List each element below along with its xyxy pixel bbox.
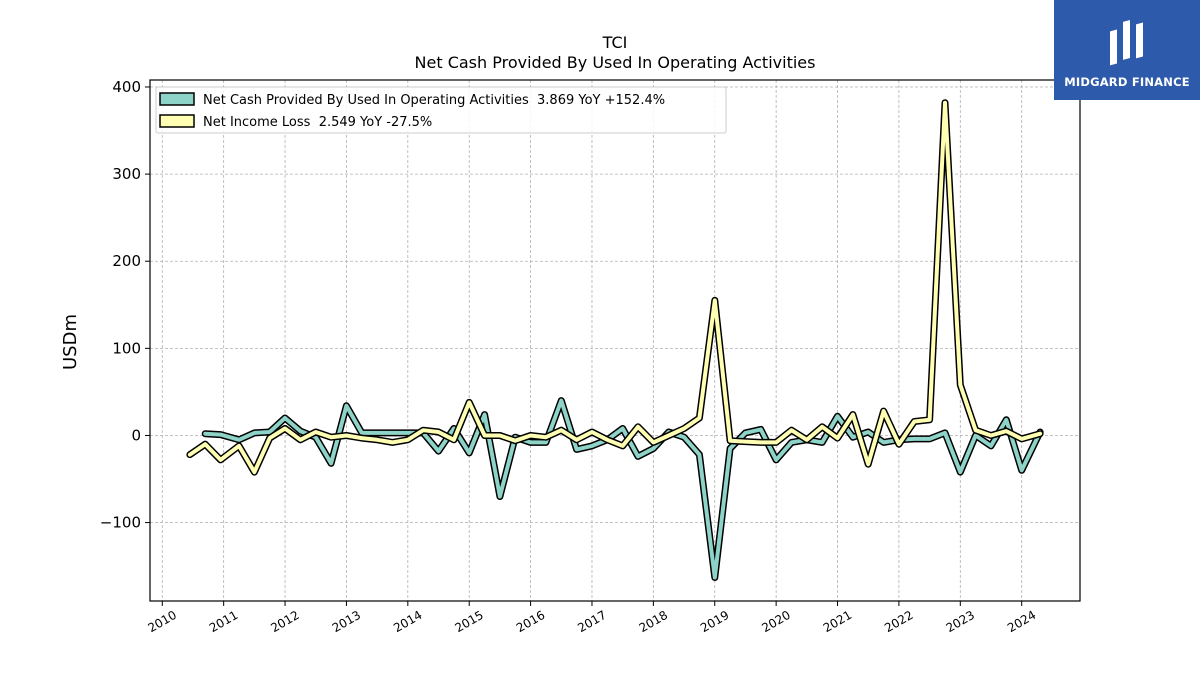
y-tick-label: 0 [131, 426, 141, 444]
y-tick-label: 400 [112, 78, 141, 96]
series-outline-net-income [186, 99, 1044, 476]
y-tick-label: 100 [112, 339, 141, 357]
x-tick-label: 2010 [146, 608, 179, 635]
y-axis-label: USDm [60, 314, 81, 370]
plot-area [149, 79, 1081, 602]
x-tick-label: 2018 [637, 608, 670, 635]
legend-box [155, 86, 727, 134]
x-tick-label: 2013 [330, 608, 363, 635]
chart-title: TCI [602, 33, 628, 52]
x-tick-label: 2024 [1005, 608, 1038, 635]
x-tick-label: 2022 [882, 608, 915, 635]
x-tick-label: 2017 [575, 608, 608, 635]
legend: Net Cash Provided By Used In Operating A… [155, 86, 727, 134]
chart-subtitle: Net Cash Provided By Used In Operating A… [415, 53, 816, 72]
midgard-finance-logo: MIDGARD FINANCE [1054, 0, 1200, 100]
x-tick-label: 2011 [207, 608, 240, 635]
y-tick-label: 200 [112, 252, 141, 270]
axes: −100 0 100 200 300 400 2010 2011 2012 2013 2014 201… [100, 78, 1039, 635]
x-tick-label: 2016 [514, 608, 547, 635]
series-lines [186, 99, 1044, 581]
x-tick-label: 2012 [268, 608, 301, 635]
logo-text: MIDGARD FINANCE [1064, 75, 1190, 89]
logo-mark-icon [1110, 20, 1143, 66]
x-tick-label: 2020 [759, 608, 792, 635]
x-tick-label: 2021 [821, 608, 854, 635]
x-tick-label: 2023 [944, 608, 977, 635]
x-tick-label: 2014 [391, 608, 424, 635]
legend-label-operating-cash: Net Cash Provided By Used In Operating A… [203, 93, 665, 108]
y-tick-label: 300 [112, 165, 141, 183]
legend-swatch-net-income [159, 114, 195, 128]
series-line-operating-cash [203, 398, 1043, 580]
legend-label-net-income: Net Income Loss 2.549 YoY -27.5% [203, 115, 432, 130]
y-tick-label: −100 [100, 514, 141, 532]
legend-swatch-operating-cash [159, 92, 195, 106]
series-line-net-income [187, 100, 1043, 475]
x-tick-label: 2015 [452, 608, 485, 635]
x-tick-label: 2019 [698, 608, 731, 635]
